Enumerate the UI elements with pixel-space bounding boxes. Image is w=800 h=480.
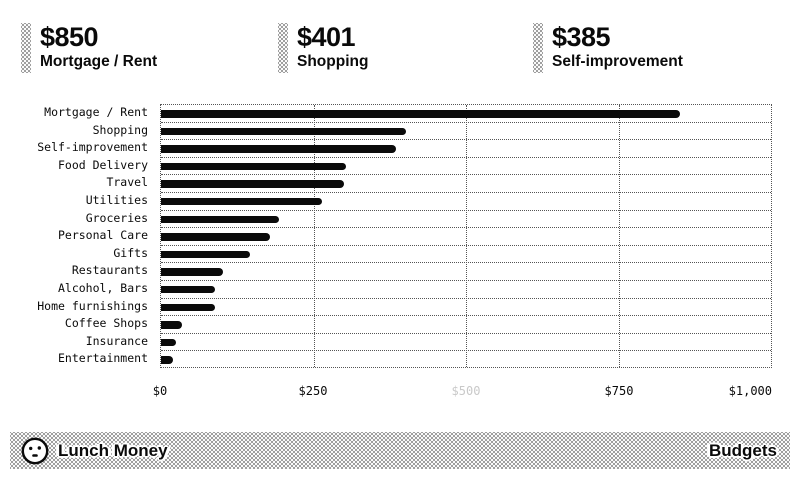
chart-category-labels: Mortgage / Rent Shopping Self-improvement F…: [0, 104, 148, 368]
category-label-food-delivery: Food Delivery: [57, 157, 148, 172]
category-label-coffee-shops: Coffee Shops: [64, 316, 148, 331]
stat-card-shopping: $401 Shopping: [278, 23, 368, 73]
gridline-500: [466, 105, 467, 367]
bar-restaurants[interactable]: [161, 268, 223, 276]
bar-gifts[interactable]: [161, 250, 251, 259]
bar-alcohol-bars[interactable]: [161, 285, 216, 294]
chart-plot: [160, 104, 772, 368]
chart-row-food-delivery: [161, 158, 771, 176]
x-tick-250: $250: [298, 384, 328, 398]
bar-food-delivery[interactable]: [161, 162, 347, 171]
x-tick-500: $500: [451, 384, 481, 398]
category-label-alcohol-bars: Alcohol, Bars: [57, 280, 148, 295]
chart-row-entertainment: [161, 351, 771, 369]
category-label-utilities: Utilities: [85, 192, 148, 207]
category-label-personal-care: Personal Care: [57, 228, 148, 243]
chart-row-insurance: [161, 334, 771, 352]
chart-row-gifts: [161, 246, 771, 264]
chart-row-personal-care: [161, 228, 771, 246]
bar-utilities[interactable]: [161, 197, 323, 206]
x-tick-750: $750: [604, 384, 634, 398]
bar-travel[interactable]: [161, 180, 344, 188]
halftone-strip: [21, 23, 31, 73]
chart-row-shopping: [161, 123, 771, 141]
chart-row-mortgage-rent: [161, 105, 771, 123]
category-label-restaurants: Restaurants: [71, 263, 148, 278]
category-label-mortgage-rent: Mortgage / Rent: [44, 105, 148, 119]
stat-card-mortgage-rent: $850 Mortgage / Rent: [21, 23, 157, 73]
x-tick-0: $0: [152, 384, 168, 398]
bar-insurance[interactable]: [161, 338, 176, 347]
chart-row-home-furnishings: [161, 299, 771, 317]
category-label-shopping: Shopping: [92, 122, 148, 137]
chart-row-self-improvement: [161, 140, 771, 158]
stat-label: Mortgage / Rent: [40, 53, 158, 70]
x-axis: $0 $250 $500 $750 $1,000: [153, 384, 772, 400]
spending-by-category-chart: Mortgage / Rent Shopping Self-improvement F…: [0, 104, 800, 404]
stat-card-self-improvement: $385 Self-improvement: [533, 23, 683, 73]
brand-name: Lunch Money: [58, 440, 168, 460]
bar-personal-care[interactable]: [161, 233, 271, 241]
halftone-strip: [533, 23, 543, 73]
chart-row-restaurants: [161, 263, 771, 281]
bar-mortgage-rent[interactable]: [161, 110, 680, 118]
stat-amount: $850: [40, 22, 99, 52]
smiley-coin-icon: [21, 437, 49, 464]
category-label-home-furnishings: Home furnishings: [37, 298, 148, 313]
category-label-self-improvement: Self-improvement: [37, 140, 148, 155]
chart-row-utilities: [161, 193, 771, 211]
chart-row-travel: [161, 175, 771, 193]
gridline-750: [618, 105, 620, 367]
stat-amount: $401: [297, 22, 356, 52]
bar-groceries[interactable]: [161, 215, 279, 224]
category-label-groceries: Groceries: [85, 210, 148, 225]
category-label-travel: Travel: [106, 175, 148, 190]
x-tick-1000: $1,000: [728, 384, 772, 398]
stat-label: Self-improvement: [552, 53, 683, 70]
bar-self-improvement[interactable]: [161, 145, 396, 153]
category-label-entertainment: Entertainment: [57, 351, 148, 366]
bar-home-furnishings[interactable]: [161, 303, 215, 312]
footer-bar: Lunch Money Budgets: [10, 432, 790, 469]
halftone-strip: [278, 23, 288, 73]
bar-coffee-shops[interactable]: [161, 321, 182, 329]
chart-row-alcohol-bars: [161, 281, 771, 299]
chart-row-coffee-shops: [161, 316, 771, 334]
category-label-insurance: Insurance: [85, 333, 148, 348]
page-title-budgets: Budgets: [709, 440, 777, 460]
bar-shopping[interactable]: [161, 127, 406, 136]
stat-amount: $385: [552, 22, 611, 52]
stat-label: Shopping: [297, 53, 369, 70]
chart-row-groceries: [161, 211, 771, 229]
bar-entertainment[interactable]: [161, 356, 173, 364]
gridline-250: [313, 105, 315, 367]
category-label-gifts: Gifts: [113, 245, 148, 260]
